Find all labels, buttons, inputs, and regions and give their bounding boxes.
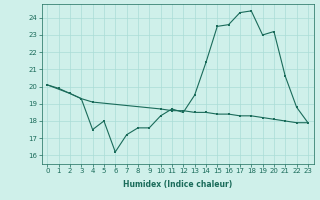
X-axis label: Humidex (Indice chaleur): Humidex (Indice chaleur) bbox=[123, 180, 232, 189]
